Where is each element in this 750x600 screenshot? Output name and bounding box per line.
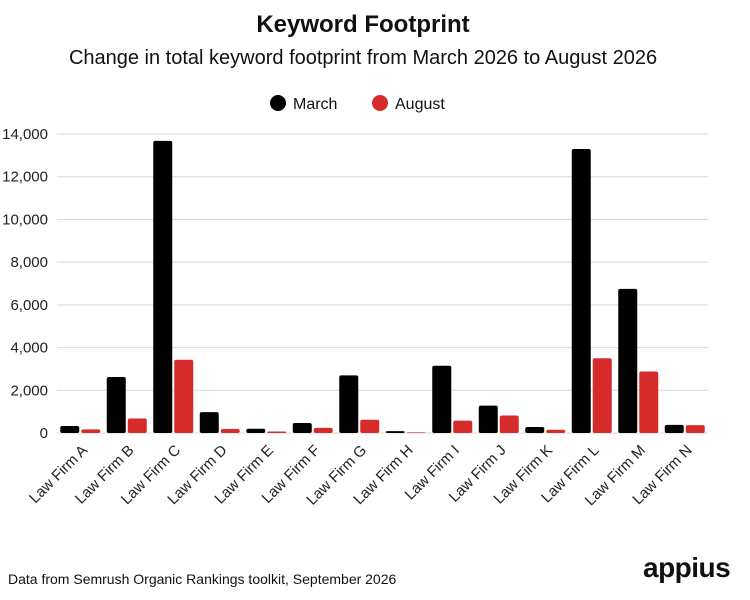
y-tick-label: 8,000: [10, 254, 48, 271]
bar-august-law-firm-e: [267, 431, 287, 433]
y-tick-label: 0: [40, 425, 48, 442]
bar-march-law-firm-j: [478, 405, 498, 433]
bars: [60, 140, 705, 433]
bar-august-law-firm-l: [592, 358, 612, 433]
bar-march-law-firm-c: [153, 140, 173, 433]
chart-subtitle: Change in total keyword footprint from M…: [69, 47, 657, 69]
legend-august-label: August: [395, 96, 445, 113]
y-tick-label: 6,000: [10, 297, 48, 314]
bar-march-law-firm-a: [60, 425, 80, 433]
bar-march-law-firm-h: [385, 431, 405, 433]
bar-march-law-firm-l: [571, 148, 591, 433]
bar-august-law-firm-d: [220, 428, 240, 433]
y-tick-label: 12,000: [2, 169, 48, 186]
bar-august-law-firm-n: [685, 425, 705, 433]
legend-august-marker: [372, 95, 388, 111]
bar-march-law-firm-n: [664, 424, 684, 433]
y-tick-label: 14,000: [2, 126, 48, 143]
bar-august-law-firm-m: [639, 371, 659, 433]
bar-march-law-firm-m: [618, 288, 638, 433]
bar-march-law-firm-k: [525, 427, 545, 433]
bar-march-law-firm-d: [199, 412, 219, 433]
legend-march-label: March: [293, 96, 337, 113]
y-axis-ticks: 0 2,000 4,000 6,000 8,000 10,000 12,000 14,000: [2, 126, 48, 442]
bar-august-law-firm-f: [313, 427, 333, 433]
bar-march-law-firm-b: [106, 377, 126, 433]
y-tick-label: 10,000: [2, 211, 48, 228]
bar-august-law-firm-j: [499, 415, 519, 433]
y-tick-label: 2,000: [10, 382, 48, 399]
bar-march-law-firm-e: [246, 428, 266, 433]
bar-august-law-firm-h: [406, 432, 426, 433]
bar-august-law-firm-g: [360, 419, 380, 433]
y-tick-label: 4,000: [10, 340, 48, 357]
source-note: Data from Semrush Organic Rankings toolk…: [8, 571, 397, 587]
bar-march-law-firm-f: [292, 422, 312, 433]
bar-august-law-firm-a: [81, 429, 101, 433]
appius-logo: appius: [643, 552, 730, 583]
bar-march-law-firm-i: [432, 365, 452, 433]
chart-title: Keyword Footprint: [256, 11, 469, 38]
legend: March August: [270, 95, 445, 113]
bar-march-law-firm-g: [339, 375, 359, 433]
bar-august-law-firm-c: [174, 359, 194, 433]
legend-march-marker: [270, 95, 286, 111]
bar-august-law-firm-b: [127, 418, 147, 433]
bar-august-law-firm-k: [546, 429, 566, 433]
bar-august-law-firm-i: [453, 420, 473, 433]
